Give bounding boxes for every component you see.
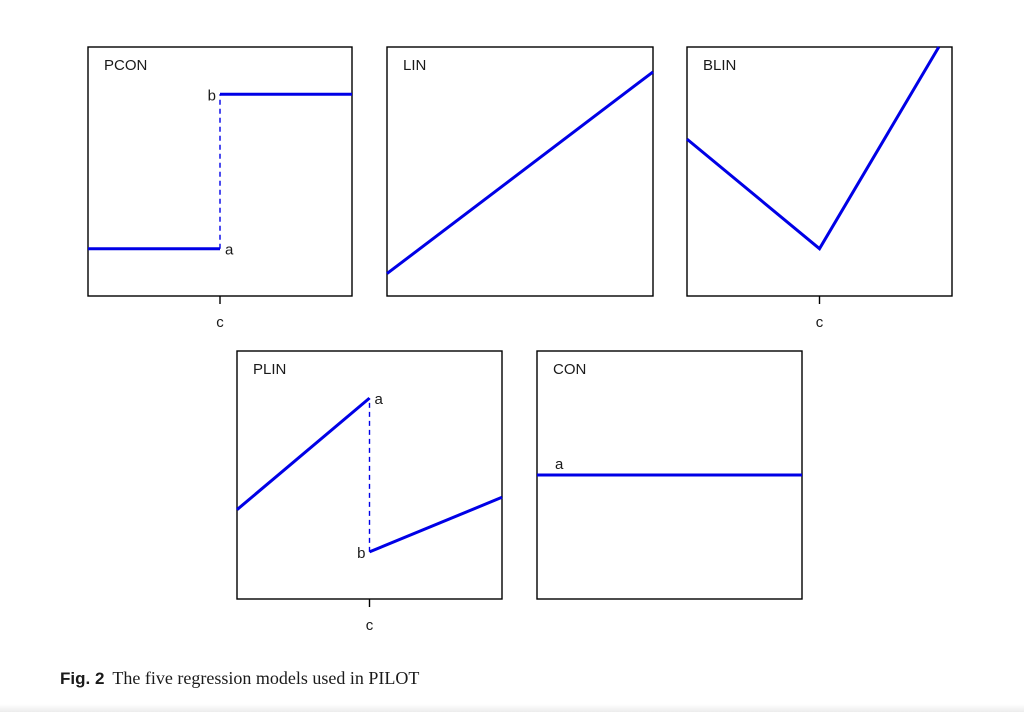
panel-con: CON a (536, 350, 803, 600)
model-line-segment-1 (386, 70, 654, 275)
panel-title: PCON (104, 57, 147, 74)
model-line-segment-1 (686, 46, 941, 251)
caption-text: The five regression models used in PILOT (112, 668, 420, 688)
point-label-a: a (555, 456, 564, 473)
point-label-a: a (375, 391, 384, 408)
model-line-segment-1 (236, 396, 371, 511)
point-label-a: a (225, 242, 234, 259)
figure-caption: Fig. 2 The five regression models used in… (60, 668, 419, 689)
split-tick-label: c (366, 617, 374, 634)
point-label-b: b (208, 87, 216, 104)
panel-title: LIN (403, 57, 426, 74)
split-tick-label: c (816, 314, 824, 331)
panel-title: PLIN (253, 361, 286, 378)
split-tick-label: c (216, 314, 224, 331)
panel-title: CON (553, 361, 586, 378)
panel-blin: BLIN c (686, 46, 953, 331)
model-line-segment-2 (368, 495, 503, 554)
panel-pcon: PCON b a c (87, 46, 353, 331)
point-label-b: b (357, 545, 365, 562)
panel-title: BLIN (703, 57, 736, 74)
panel-lin: LIN (386, 46, 654, 297)
panel-plin: PLIN a b c (236, 350, 503, 634)
panel-frame (386, 46, 654, 297)
panel-frame (87, 46, 353, 297)
page-bottom-shade (0, 704, 1024, 712)
caption-label: Fig. 2 (60, 669, 105, 688)
